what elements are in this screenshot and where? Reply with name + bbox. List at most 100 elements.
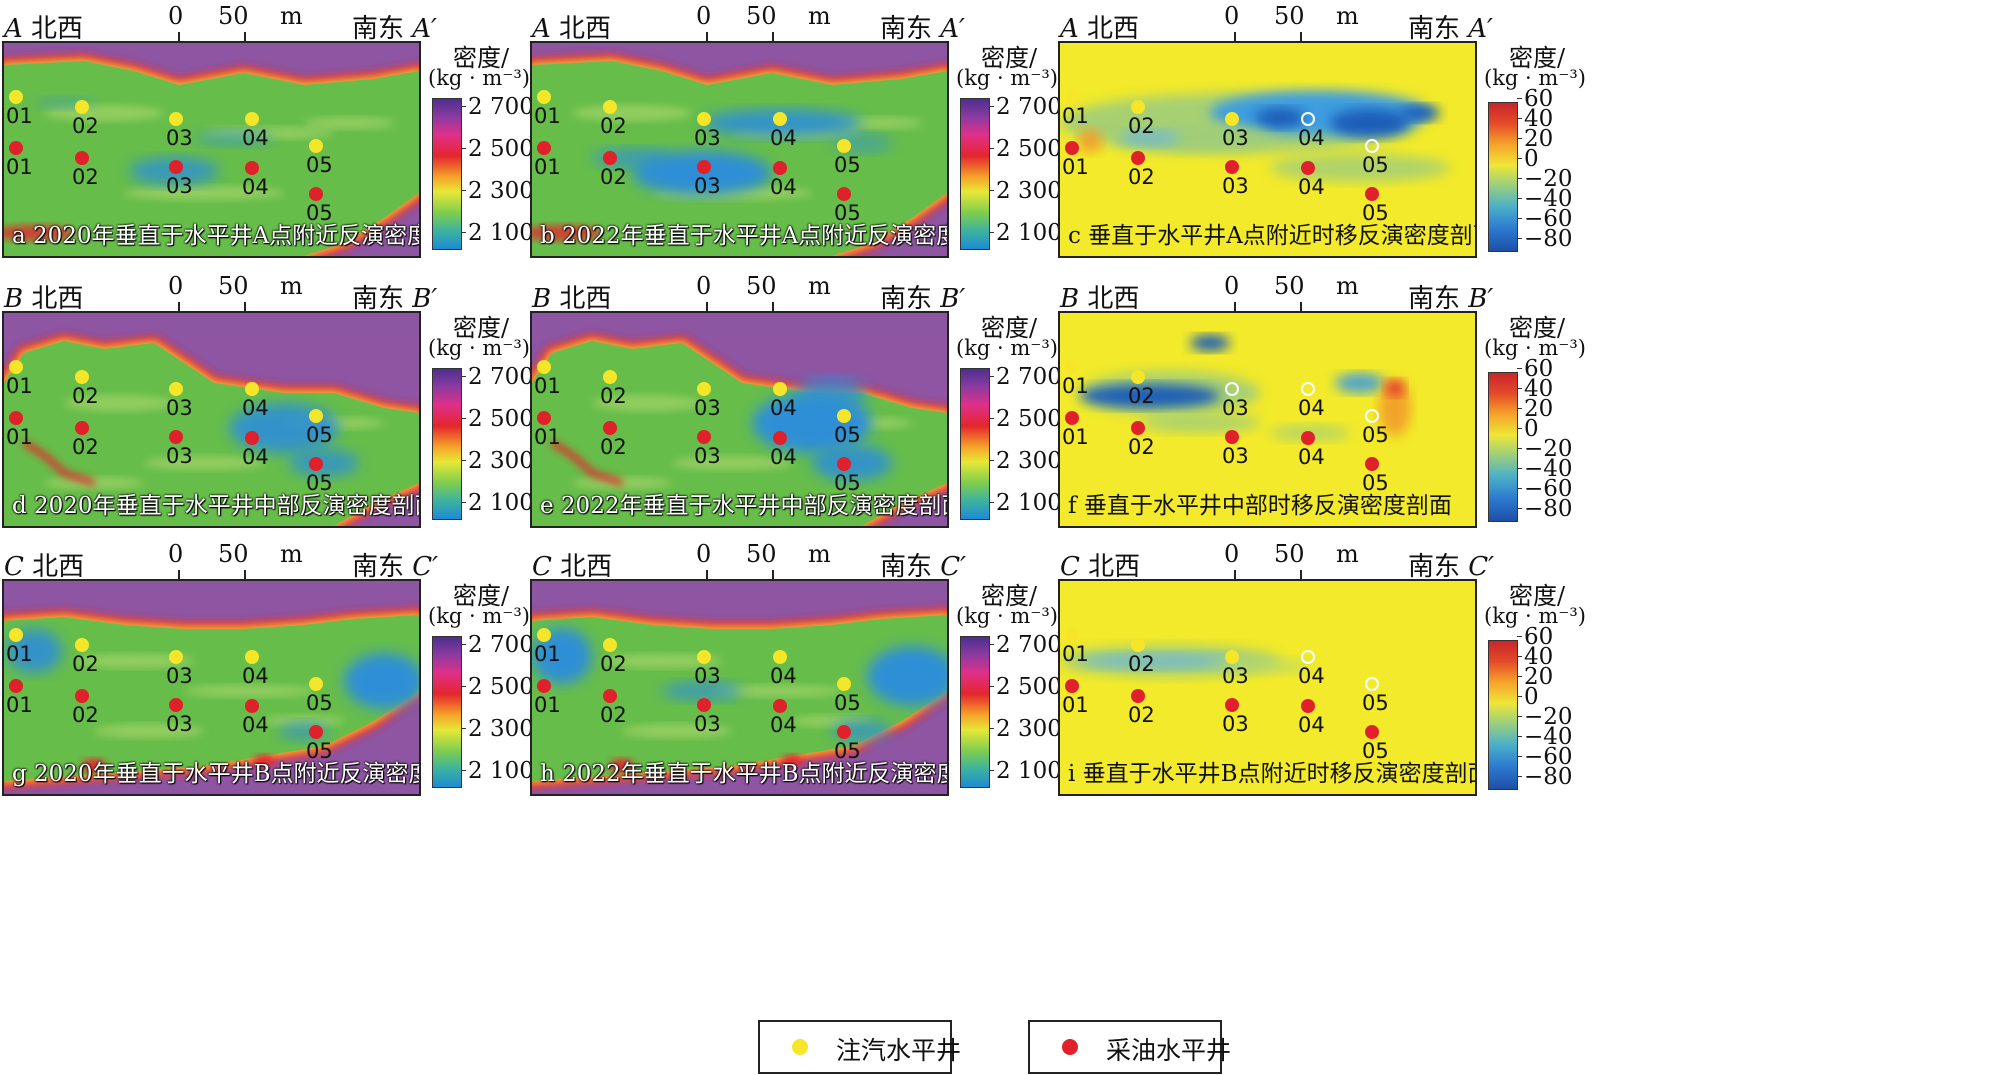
injection-well-marker	[837, 139, 851, 153]
colorbar-tick-label: 2 700	[996, 94, 1062, 120]
injection-well-label: 01	[1062, 642, 1089, 666]
colorbar-title-line1: 密度/	[1508, 44, 1566, 72]
scale-bar: 0 50 m	[1224, 272, 1374, 316]
colorbar-gradient	[1488, 640, 1518, 790]
density-colorbar: 密度/(kg · m⁻³) 2 700 2 500 2 300 2 100	[956, 38, 1066, 273]
colorbar-tick-mark	[461, 418, 466, 419]
low-density-zone	[194, 130, 274, 146]
scale-zero: 0	[1224, 272, 1240, 300]
production-well-label: 02	[72, 165, 99, 189]
colorbar-tick-mark	[989, 644, 994, 645]
scale-bar: 0 50 m	[168, 540, 318, 584]
production-well-label: 05	[306, 201, 333, 225]
scale-bar: 0 50 m	[1224, 540, 1374, 584]
scale-bar: 0 50 m	[696, 2, 846, 46]
colorbar-tick-label: −60	[1524, 744, 1573, 770]
scale-zero: 0	[1224, 540, 1240, 568]
injection-well-marker	[75, 370, 89, 384]
inner-red-streak	[22, 440, 95, 486]
colorbar-tick-label: 60	[1524, 624, 1554, 650]
injection-well-marker	[245, 112, 259, 126]
colorbar-gradient	[960, 368, 990, 520]
red-spot	[254, 755, 274, 767]
production-well-marker	[1225, 698, 1239, 712]
injection-well-label: 05	[1362, 691, 1389, 715]
colorbar-tick-mark	[461, 770, 466, 771]
direction-northwest: 北西	[31, 14, 84, 44]
colorbar-title-line2: (kg · m⁻³)	[956, 604, 1058, 628]
colorbar-tick-mark	[461, 148, 466, 149]
section-start-letter: C	[532, 552, 552, 582]
scale-zero: 0	[696, 540, 712, 568]
colorbar-title-line1: 密度/	[452, 582, 510, 610]
injection-well-label: 02	[72, 652, 99, 676]
direction-southeast: 南东	[1408, 284, 1461, 314]
production-well-marker	[75, 421, 89, 435]
colorbar-tick-mark	[461, 686, 466, 687]
section-start-label: B 北西	[1060, 278, 1139, 315]
colorbar-tick-mark	[989, 728, 994, 729]
colorbar-tick-label: 60	[1524, 86, 1554, 112]
section-start-label: C 北西	[532, 546, 612, 583]
injection-well-marker	[9, 628, 23, 642]
injection-well-marker	[169, 382, 183, 396]
colorbar-tick-mark	[989, 418, 994, 419]
colorbar-title-line2: (kg · m⁻³)	[428, 336, 530, 360]
panel-caption: f 垂直于水平井中部时移反演密度剖面	[1068, 493, 1452, 519]
scale-unit: m	[280, 272, 303, 300]
production-well-label: 04	[1298, 713, 1325, 737]
injection-well-label: 05	[834, 153, 861, 177]
production-well-marker	[1065, 679, 1079, 693]
light-green-streak	[44, 105, 164, 121]
red-spot	[610, 759, 634, 773]
production-well-marker	[169, 430, 183, 444]
light-green-streak	[672, 456, 792, 470]
injection-well-marker	[1301, 382, 1315, 396]
production-well-marker	[603, 689, 617, 703]
injection-well-label: 03	[1222, 126, 1249, 150]
direction-southeast: 南东	[880, 284, 933, 314]
production-well-marker	[1131, 689, 1145, 703]
production-well-marker	[309, 187, 323, 201]
section-end-letter: A′	[940, 14, 965, 44]
production-well-marker	[603, 421, 617, 435]
injection-well-label: 05	[306, 691, 333, 715]
scale-unit: m	[808, 2, 831, 30]
colorbar-tick-label: 2 500	[996, 406, 1062, 432]
production-well-label: 01	[6, 693, 33, 717]
colorbar-tick-label: 2 100	[468, 490, 534, 516]
injection-well-marker	[697, 650, 711, 664]
production-well-marker	[837, 725, 851, 739]
red-streak	[532, 225, 602, 241]
injection-well-marker	[1225, 650, 1239, 664]
injection-well-marker	[537, 628, 551, 642]
colorbar-tick-mark	[989, 460, 994, 461]
injection-well-label: 01	[534, 374, 561, 398]
direction-southeast: 南东	[352, 284, 405, 314]
panel-caption: a 2020年垂直于水平井A点附近反演密度剖面	[12, 223, 419, 249]
direction-southeast: 南东	[880, 14, 933, 44]
time-lapse-plot	[1060, 313, 1475, 526]
production-well-marker	[245, 431, 259, 445]
injection-well-label: 01	[1062, 104, 1089, 128]
colorbar-title-line1: 密度/	[980, 314, 1038, 342]
density-section-plot	[4, 581, 419, 794]
production-well-marker	[169, 698, 183, 712]
injection-well-marker	[1301, 650, 1315, 664]
change-colorbar: 密度/(kg · m⁻³) 60 40 20 0 −20 −40 −60 −80	[1484, 308, 1594, 543]
production-well-label: 04	[770, 175, 797, 199]
density-change-zone	[1270, 154, 1450, 182]
direction-northwest: 北西	[559, 284, 612, 314]
section-start-label: B 北西	[532, 278, 611, 315]
colorbar-tick-mark	[461, 460, 466, 461]
injection-well-label: 03	[1222, 396, 1249, 420]
colorbar-tick-label: 20	[1524, 396, 1554, 422]
light-green-streak	[144, 456, 264, 470]
scale-zero: 0	[696, 2, 712, 30]
section-end-label: 南东 A′	[880, 8, 965, 45]
injection-well-marker	[75, 100, 89, 114]
scale-bar: 0 50 m	[1224, 2, 1374, 46]
inner-red-streak	[550, 440, 623, 486]
colorbar-tick-label: 20	[1524, 664, 1554, 690]
change-colorbar: 密度/(kg · m⁻³) 60 40 20 0 −20 −40 −60 −80	[1484, 576, 1594, 811]
